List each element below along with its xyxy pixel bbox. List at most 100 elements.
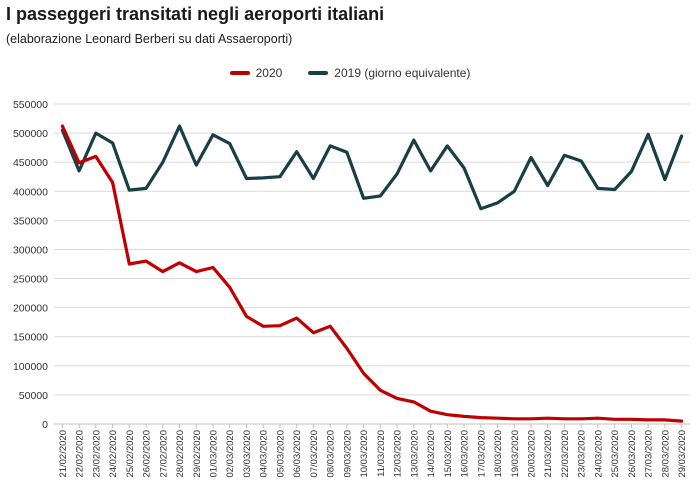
data-point-2019 (580, 160, 583, 162)
data-point-2020 (295, 317, 298, 319)
x-tick-label: 22/02/2020 (75, 430, 86, 478)
data-point-2020 (78, 161, 80, 164)
data-point-2019 (429, 170, 432, 172)
chart-title: I passeggeri transitati negli aeroporti … (6, 4, 385, 24)
x-tick-label: 29/03/2020 (677, 430, 688, 478)
x-tick-label: 27/03/2020 (644, 430, 655, 478)
legend-item-2019: 2019 (giorno equivalente) (308, 66, 470, 80)
data-point-2019 (245, 177, 248, 180)
y-tick-label: 300000 (13, 244, 48, 256)
data-point-2020 (563, 417, 566, 420)
x-tick-label: 18/03/2020 (493, 430, 504, 478)
data-point-2020 (429, 410, 432, 413)
legend-label-2020: 2020 (255, 66, 283, 80)
data-point-2020 (212, 266, 214, 269)
data-point-2020 (647, 419, 649, 421)
data-point-2019 (379, 195, 382, 197)
legend-swatch-2020 (229, 71, 250, 75)
y-tick-label: 500000 (13, 128, 48, 140)
x-tick-label: 25/03/2020 (610, 430, 621, 478)
data-point-2019 (195, 164, 198, 166)
data-point-2020 (513, 417, 516, 420)
x-tick-label: 10/03/2020 (359, 430, 370, 478)
data-point-2019 (295, 150, 298, 153)
data-point-2019 (446, 145, 449, 147)
data-point-2020 (546, 417, 549, 419)
data-point-2020 (580, 417, 583, 420)
x-tick-label: 05/03/2020 (275, 430, 286, 478)
data-point-2019 (546, 184, 549, 187)
data-point-2019 (680, 135, 683, 137)
data-point-2019 (161, 161, 164, 163)
data-point-2019 (563, 154, 566, 156)
data-point-2020 (496, 417, 499, 419)
data-point-2020 (95, 155, 97, 158)
x-tick-label: 03/03/2020 (242, 430, 253, 478)
data-point-2019 (664, 178, 666, 181)
y-tick-label: 0 (42, 419, 48, 431)
data-point-2019 (279, 175, 281, 178)
legend-swatch-2019 (308, 71, 329, 75)
data-point-2020 (145, 260, 147, 262)
data-point-2020 (680, 420, 683, 422)
data-point-2019 (396, 173, 398, 175)
data-point-2020 (178, 262, 181, 264)
data-point-2019 (228, 142, 231, 145)
data-point-2020 (413, 401, 415, 403)
x-tick-label: 23/02/2020 (91, 430, 102, 478)
y-tick-label: 50000 (19, 390, 48, 402)
data-point-2020 (597, 417, 599, 419)
data-point-2019 (329, 145, 331, 147)
data-point-2019 (178, 125, 181, 127)
data-point-2019 (413, 139, 415, 141)
x-tick-label: 21/02/2020 (58, 430, 69, 478)
data-point-2019 (128, 189, 131, 191)
data-point-2020 (664, 419, 666, 421)
data-point-2020 (630, 418, 633, 421)
series-line-2020 (60, 124, 684, 423)
x-tick-label: 14/03/2020 (426, 430, 437, 478)
y-tick-label: 400000 (13, 186, 48, 198)
legend-label-2019: 2019 (giorno equivalente) (334, 66, 471, 80)
data-point-2019 (346, 151, 348, 154)
data-point-2020 (396, 397, 398, 400)
chart-subtitle: (elaborazione Leonard Berberi su dati As… (6, 32, 293, 46)
data-point-2020 (530, 417, 532, 420)
data-point-2020 (195, 270, 198, 273)
x-tick-label: 06/03/2020 (292, 430, 303, 478)
data-point-2020 (262, 325, 265, 328)
y-tick-label: 550000 (13, 99, 48, 111)
x-tick-label: 27/02/2020 (158, 430, 169, 478)
y-tick-label: 350000 (13, 215, 48, 227)
x-tick-label: 29/02/2020 (192, 430, 203, 478)
y-tick-label: 100000 (13, 361, 48, 373)
data-point-2019 (145, 187, 147, 190)
x-tick-label: 24/03/2020 (593, 430, 604, 478)
data-point-2019 (630, 170, 633, 173)
x-tick-label: 11/03/2020 (376, 430, 387, 477)
x-tick-label: 19/03/2020 (510, 430, 521, 478)
data-point-2020 (161, 270, 164, 273)
x-tick-label: 02/03/2020 (225, 430, 236, 478)
data-point-2020 (446, 413, 449, 416)
x-tick-label: 22/03/2020 (560, 430, 571, 478)
data-point-2019 (95, 132, 97, 134)
data-point-2020 (362, 372, 365, 375)
y-tick-label: 200000 (13, 303, 48, 315)
data-point-2020 (279, 324, 281, 327)
data-point-2019 (111, 142, 114, 144)
x-tick-label: 28/03/2020 (660, 430, 671, 478)
x-tick-label: 01/03/2020 (209, 430, 220, 478)
data-point-2020 (312, 331, 315, 334)
data-point-2020 (329, 325, 331, 328)
x-tick-label: 07/03/2020 (309, 430, 320, 478)
series-line-2019 (60, 124, 684, 211)
x-tick-label: 04/03/2020 (259, 430, 270, 478)
x-tick-label: 26/03/2020 (627, 430, 638, 478)
x-tick-label: 21/03/2020 (543, 430, 554, 478)
data-point-2020 (245, 315, 248, 318)
x-tick-label: 25/02/2020 (125, 430, 136, 478)
data-point-2019 (496, 202, 499, 204)
data-point-2019 (362, 197, 365, 200)
